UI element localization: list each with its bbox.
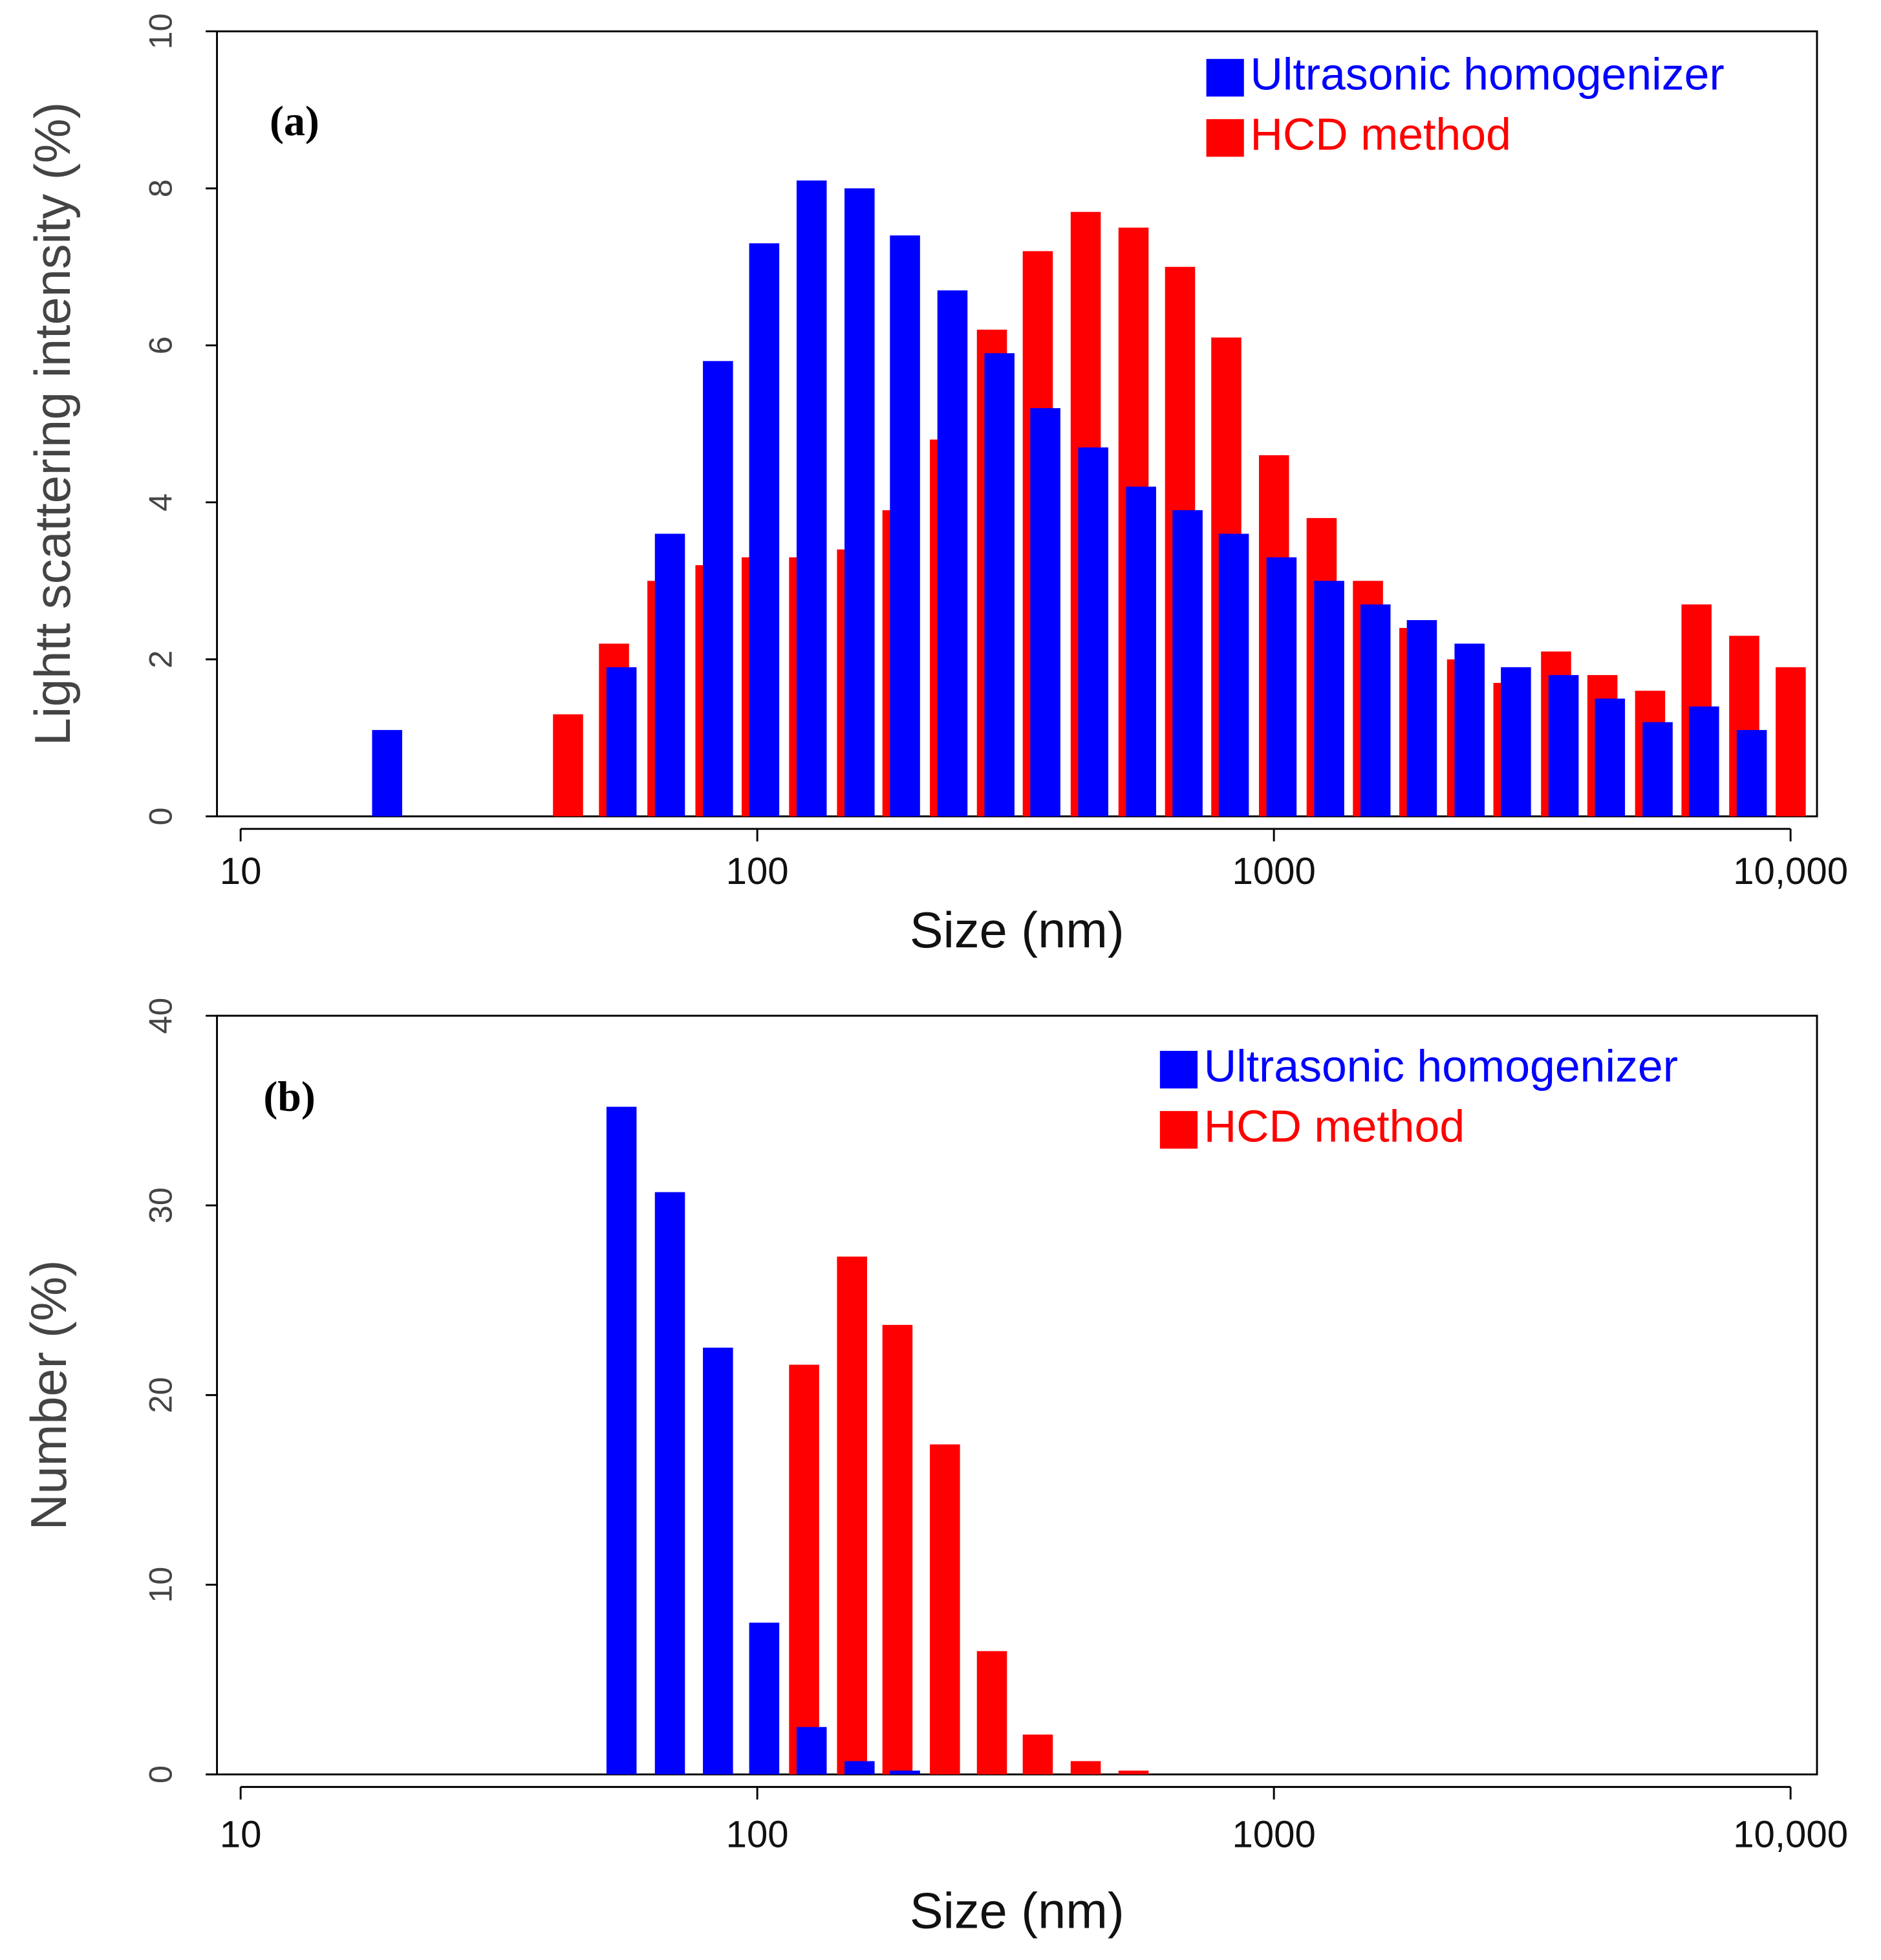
bar [654,1192,685,1774]
y-axis-label: Number (%) [21,1260,77,1530]
y-tick-label: 40 [142,998,178,1034]
bar [372,729,403,817]
legend-swatch [1159,1111,1198,1149]
bar [1406,619,1437,817]
bar [654,533,685,817]
bar [1078,447,1108,817]
bar [1266,557,1297,817]
bar [796,1727,827,1774]
y-tick-label: 10 [142,13,178,49]
y-tick-label: 2 [142,651,178,669]
bar [749,1622,780,1774]
bar [1360,604,1391,817]
bar [984,353,1015,817]
bar [837,1256,867,1774]
x-tick-label: 100 [726,1813,789,1855]
bar [1736,729,1767,817]
bar [844,1761,875,1774]
bar [1172,510,1203,817]
bar [1022,1734,1053,1774]
x-tick-label: 10,000 [1733,850,1848,892]
y-tick-label: 20 [142,1377,178,1413]
plot-frame [216,1015,1818,1776]
legend-swatch [1159,1051,1198,1089]
bar [796,180,827,817]
x-tick-label: 10,000 [1733,1813,1848,1855]
legend-swatch [1206,119,1244,157]
bar [749,243,780,817]
bar [1548,674,1579,817]
legend-swatch [1206,59,1244,97]
bar [1642,722,1673,817]
legend-label: HCD method [1250,109,1510,160]
y-tick-label: 10 [142,1567,178,1603]
x-tick-label: 1000 [1232,1813,1315,1855]
bar [890,235,920,817]
x-axis-label: Size (nm) [910,1884,1124,1939]
panel-label: (a) [270,98,319,145]
bar [703,1348,733,1774]
legend-label: Ultrasonic homogenizer [1250,49,1724,100]
y-axis-label: Lightt scattering intensity (%) [25,102,81,746]
bar [1070,1761,1101,1774]
bar [882,1324,913,1774]
bar [976,1651,1007,1774]
bar [937,290,968,817]
bar [1030,408,1060,817]
legend-label: HCD method [1204,1101,1465,1152]
y-tick-label: 4 [142,493,178,512]
bar [606,667,637,817]
y-tick-label: 8 [142,179,178,197]
plot-frame [216,30,1818,817]
bar [930,1444,960,1774]
bar [553,714,583,817]
x-axis-label: Size (nm) [910,903,1124,958]
bar [1118,1771,1149,1774]
bar [844,188,875,817]
bar [703,361,733,817]
bar [606,1106,637,1774]
bar [1501,667,1531,817]
y-tick-label: 0 [142,807,178,825]
bar [1776,667,1806,817]
bar [1314,581,1344,817]
y-tick-label: 6 [142,336,178,354]
x-tick-label: 10 [220,850,262,892]
bar [789,1364,819,1774]
bar [890,1771,920,1774]
x-tick-label: 100 [726,850,789,892]
legend-label: Ultrasonic homogenizer [1204,1041,1678,1092]
y-tick-label: 0 [142,1765,178,1783]
x-tick-label: 10 [220,1813,262,1855]
bar [1126,486,1156,817]
x-tick-label: 1000 [1232,850,1315,892]
panel-label: (b) [263,1073,316,1121]
bar [1218,533,1249,817]
bar [1454,643,1485,817]
bar [1595,698,1626,817]
bar [1689,706,1719,817]
y-tick-label: 30 [142,1187,178,1223]
